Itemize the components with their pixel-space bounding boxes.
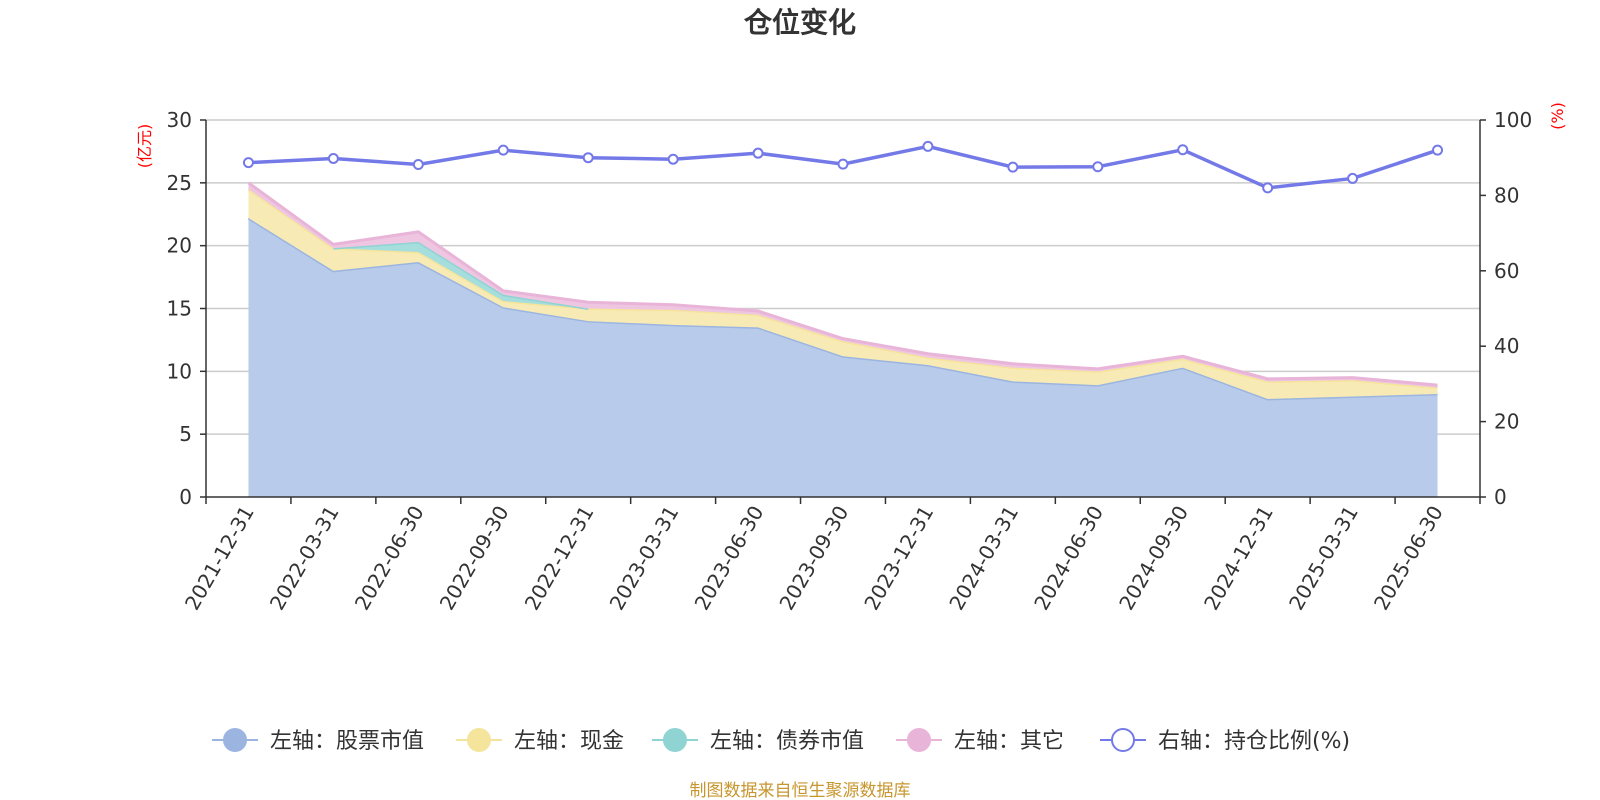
ratio-line-series [242, 140, 1444, 194]
legend-item-5: 右轴：持仓比例(%) [1100, 728, 1350, 754]
left-axis-tick-label: 5 [179, 422, 192, 446]
right-axis-tick-label: 60 [1494, 259, 1519, 283]
left-axis-tick-label: 10 [167, 359, 192, 383]
area-fill [333, 241, 589, 309]
legend-marker [1111, 728, 1135, 752]
x-axis-tick-label: 2023-12-31 [859, 502, 938, 615]
right-axis-tick-label: 40 [1494, 334, 1519, 358]
ratio-point [242, 157, 254, 169]
legend-label: 左轴：现金 [514, 729, 624, 754]
left-axis-tick-label: 30 [167, 108, 192, 132]
ratio-point [582, 152, 594, 164]
ratio-point [922, 140, 934, 152]
ratio-point [752, 147, 764, 159]
ratio-point [327, 152, 339, 164]
ratio-point [497, 144, 509, 156]
x-axis-tick-label: 2022-09-30 [435, 502, 514, 615]
legend-item-2: 左轴：现金 [456, 728, 624, 754]
x-axis-tick-label: 2022-06-30 [350, 502, 429, 615]
x-axis-tick-label: 2025-06-30 [1369, 502, 1448, 615]
ratio-point [1347, 172, 1359, 184]
legend-marker [467, 728, 491, 752]
x-axis-tick-label: 2024-12-31 [1199, 502, 1278, 615]
legend-label: 左轴：股票市值 [270, 729, 424, 754]
x-axis-tick-label: 2024-09-30 [1114, 502, 1193, 615]
ratio-point [1177, 144, 1189, 156]
legend-item-1: 左轴：股票市值 [212, 728, 424, 754]
x-axis-tick-label: 2023-03-31 [605, 502, 684, 615]
right-axis-tick-label: 80 [1494, 183, 1519, 207]
right-axis-tick-label: 20 [1494, 410, 1519, 434]
left-axis-unit: (亿元) [135, 124, 154, 169]
legend: 左轴：股票市值 左轴：现金 左轴：债券市值 左轴：其它 右轴：持仓比例(%) [212, 728, 1350, 754]
x-axis-tick-label: 2023-06-30 [689, 502, 768, 615]
stacked-areas [247, 181, 1438, 497]
legend-marker [223, 728, 247, 752]
legend-label: 左轴：债券市值 [710, 729, 864, 754]
chart-title: 仓位变化 [744, 6, 856, 39]
ratio-point [837, 158, 849, 170]
area-top-line [247, 181, 1438, 387]
left-axis-tick-label: 15 [167, 297, 192, 321]
left-axis-tick-label: 0 [179, 485, 192, 509]
x-axis-tick-label: 2021-12-31 [180, 502, 259, 615]
legend-item-4: 左轴：其它 [896, 728, 1064, 754]
area-fill [248, 189, 1438, 399]
x-axis-tick-label: 2022-12-31 [520, 502, 599, 615]
right-axis-unit: (%) [1548, 102, 1567, 130]
right-axis-tick-label: 0 [1494, 485, 1507, 509]
ratio-point [1262, 182, 1274, 194]
ratio-point [667, 153, 679, 165]
area-series-4 [247, 181, 1438, 388]
ratio-point [1092, 161, 1104, 173]
x-axis-tick-label: 2024-06-30 [1029, 502, 1108, 615]
source-note: 制图数据来自恒生聚源数据库 [690, 781, 911, 800]
legend-marker [907, 728, 931, 752]
x-axis-tick-label: 2025-03-31 [1284, 502, 1363, 615]
x-axis-tick-label: 2022-03-31 [265, 502, 344, 615]
left-axis-tick-label: 20 [167, 234, 192, 258]
right-axis-tick-label: 100 [1494, 108, 1532, 132]
legend-item-3: 左轴：债券市值 [652, 728, 864, 754]
ratio-point [412, 158, 424, 170]
legend-label: 右轴：持仓比例(%) [1158, 729, 1350, 754]
legend-marker [663, 728, 687, 752]
ratio-point [1432, 144, 1444, 156]
ratio-point [1007, 161, 1019, 173]
x-axis-tick-label: 2023-09-30 [774, 502, 853, 615]
left-axis-tick-label: 25 [167, 171, 192, 195]
legend-label: 左轴：其它 [954, 729, 1064, 754]
x-axis-tick-label: 2024-03-31 [944, 502, 1023, 615]
